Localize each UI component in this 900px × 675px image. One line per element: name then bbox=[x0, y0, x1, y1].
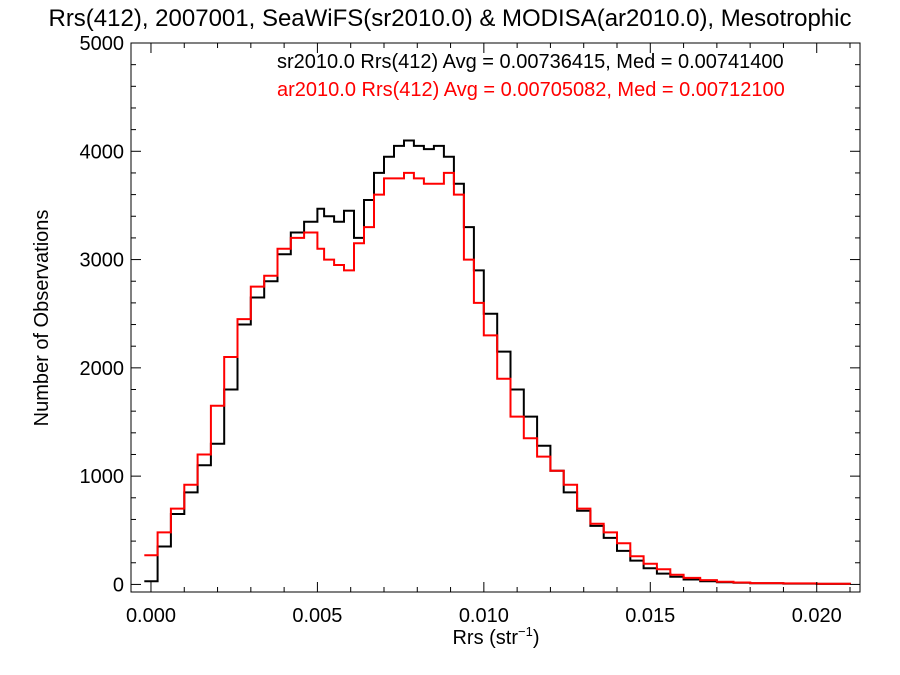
y-tick-label: 1000 bbox=[80, 466, 125, 488]
ticks-layer bbox=[131, 42, 860, 592]
plot-frame bbox=[130, 42, 861, 593]
x-tick-label: 0.020 bbox=[792, 605, 842, 627]
x-axis-title: Rrs (str−1) bbox=[452, 624, 539, 649]
x-tick-label: 0.010 bbox=[459, 605, 509, 627]
series-line-ar2010 bbox=[144, 171, 851, 585]
y-tick-label: 3000 bbox=[80, 250, 125, 272]
x-tick-label: 0.015 bbox=[625, 605, 675, 627]
x-axis-title-main: Rrs (str bbox=[452, 627, 518, 649]
legend-entry-sr2010: sr2010.0 Rrs(412) Avg = 0.00736415, Med … bbox=[277, 51, 784, 73]
x-axis-title-sup: −1 bbox=[518, 624, 533, 639]
y-tick-label: 2000 bbox=[80, 358, 125, 380]
labels-layer: 0.000 0.005 0.010 0.015 0.020 0 1000 2000 3000 40… bbox=[80, 33, 842, 627]
x-tick-label: 0.000 bbox=[126, 605, 176, 627]
y-tick-label: 0 bbox=[113, 574, 124, 596]
y-axis-title: Number of Observations bbox=[31, 210, 53, 427]
x-axis-title-end: ) bbox=[533, 627, 540, 649]
chart-title: Rrs(412), 2007001, SeaWiFS(sr2010.0) & M… bbox=[48, 5, 851, 32]
series-layer bbox=[144, 139, 851, 585]
y-tick-label: 4000 bbox=[80, 141, 125, 163]
series-line-sr2010 bbox=[144, 139, 851, 585]
legend-entry-ar2010: ar2010.0 Rrs(412) Avg = 0.00705082, Med … bbox=[277, 79, 785, 101]
y-tick-label: 5000 bbox=[80, 33, 125, 55]
x-tick-label: 0.005 bbox=[292, 605, 342, 627]
